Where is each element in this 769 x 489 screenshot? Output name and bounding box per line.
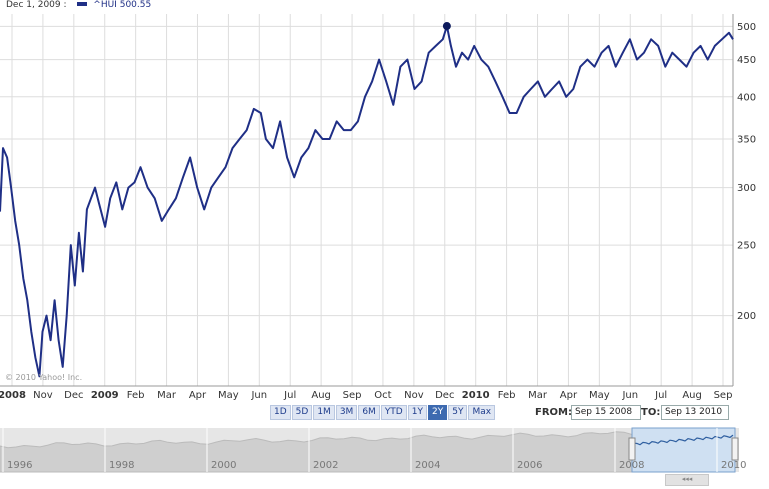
x-tick-label: Feb: [498, 390, 516, 401]
y-tick-label: 500: [737, 22, 756, 33]
x-tick-label: Aug: [682, 390, 702, 401]
x-tick-label: May: [589, 390, 610, 401]
range-button[interactable]: 6M: [358, 405, 380, 420]
x-tick-label: Feb: [127, 390, 145, 401]
range-button[interactable]: 3M: [335, 405, 358, 420]
x-tick-label: May: [218, 390, 239, 401]
from-date-field[interactable]: Sep 15 2008: [571, 405, 641, 420]
y-tick-label: 200: [737, 311, 756, 322]
x-tick-label: Jul: [283, 390, 296, 401]
chart-header: Dec 1, 2009 : ^HUI 500.55: [6, 0, 151, 10]
y-axis-ticks: 200 250 300 350 400 450 500: [737, 22, 756, 322]
navigator[interactable]: 1996 1998 2000 2002 2004 2006 2008 2010: [0, 427, 746, 473]
y-tick-label: 400: [737, 92, 756, 103]
navigator-year-label: 1998: [109, 460, 134, 471]
x-tick-label: Jun: [621, 390, 638, 401]
navigator-history-area: [0, 431, 633, 473]
navigator-year-label: 1996: [7, 460, 32, 471]
x-tick-label: 2008: [0, 390, 26, 401]
copyright: © 2010 Yahoo! Inc.: [5, 373, 83, 382]
x-tick-label: Sep: [714, 390, 733, 401]
range-button[interactable]: YTD: [380, 405, 407, 420]
navigator-handle[interactable]: [731, 437, 739, 461]
range-button[interactable]: 1Y: [407, 405, 427, 420]
range-button[interactable]: 2Y: [427, 405, 448, 420]
header-date: Dec 1, 2009 :: [6, 0, 67, 10]
x-tick-label: Nov: [33, 390, 53, 401]
to-label: TO:: [641, 407, 661, 418]
x-tick-label: 2009: [91, 390, 119, 401]
navigator-year-label: 2008: [619, 460, 644, 471]
header-symbol: ^HUI: [93, 0, 117, 10]
y-tick-label: 300: [737, 183, 756, 194]
x-axis-ticks: 2008 Nov Dec 2009 Feb Mar Apr May Jun Jul Aug Sep Oc…: [0, 390, 732, 401]
x-tick-label: Dec: [64, 390, 83, 401]
y-tick-label: 350: [737, 134, 756, 145]
navigator-year-label: 2004: [415, 460, 440, 471]
x-tick-label: Nov: [404, 390, 424, 401]
x-tick-label: Oct: [374, 390, 391, 401]
series-swatch-icon: [77, 2, 88, 6]
range-button[interactable]: Max: [468, 405, 496, 420]
navigator-year-label: 2002: [313, 460, 338, 471]
x-tick-label: Apr: [189, 390, 207, 401]
navigator-year-label: 2000: [211, 460, 236, 471]
x-tick-label: Apr: [560, 390, 578, 401]
range-button[interactable]: 5Y: [448, 405, 468, 420]
x-tick-label: 2010: [462, 390, 490, 401]
x-tick-label: Sep: [343, 390, 362, 401]
range-buttons: 1D 5D 1M 3M 6M YTD 1Y 2Y 5Y Max: [270, 405, 496, 420]
y-tick-label: 450: [737, 55, 756, 66]
hover-marker[interactable]: [442, 22, 451, 31]
y-tick-label: 250: [737, 241, 756, 252]
header-value: 500.55: [119, 0, 152, 10]
x-tick-label: Aug: [311, 390, 331, 401]
navigator-handle[interactable]: [628, 437, 636, 461]
x-tick-label: Mar: [157, 390, 177, 401]
x-tick-label: Jul: [654, 390, 667, 401]
x-tick-label: Dec: [435, 390, 454, 401]
range-button[interactable]: 1M: [313, 405, 335, 420]
navigator-scroll-grip[interactable]: ◂◂◂: [665, 474, 709, 486]
grid: [0, 14, 733, 386]
navigator-year-label: 2010: [721, 460, 746, 471]
x-tick-label: Jun: [250, 390, 267, 401]
to-date-field[interactable]: Sep 13 2010: [661, 405, 729, 420]
range-button[interactable]: 5D: [291, 405, 313, 420]
range-button[interactable]: 1D: [270, 405, 291, 420]
navigator-selection[interactable]: [631, 427, 736, 473]
from-label: FROM:: [535, 407, 572, 418]
navigator-year-label: 2006: [517, 460, 542, 471]
x-tick-label: Mar: [528, 390, 548, 401]
price-line: [0, 25, 734, 378]
